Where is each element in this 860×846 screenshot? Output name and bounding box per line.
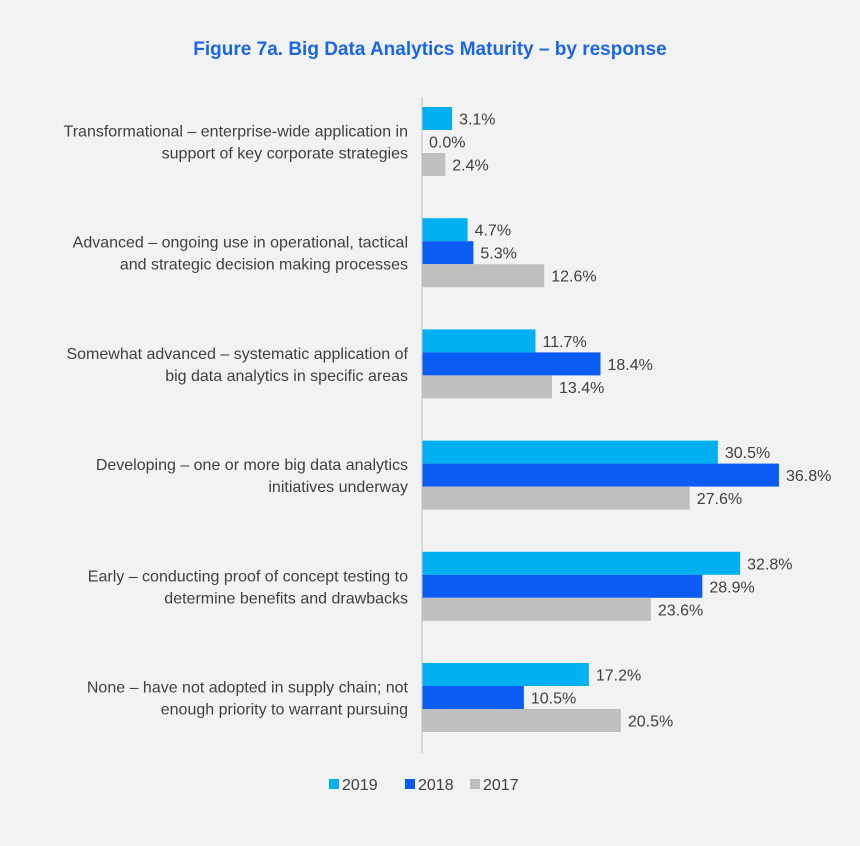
- bar-2017: [422, 153, 446, 176]
- bar-2017: [422, 264, 545, 288]
- bar-2018: [422, 463, 779, 487]
- data-label: 12.6%: [551, 269, 596, 286]
- legend-label-2017: 2017: [483, 777, 519, 794]
- data-label: 17.2%: [596, 668, 641, 685]
- category-label: determine benefits and drawbacks: [164, 590, 408, 607]
- bar-2018: [422, 352, 601, 376]
- category-label: Somewhat advanced – systematic applicati…: [66, 346, 408, 363]
- data-label: 32.8%: [747, 556, 792, 573]
- data-label: 28.9%: [709, 579, 754, 596]
- category-label: and strategic decision making processes: [120, 257, 408, 274]
- data-label: 36.8%: [786, 468, 831, 485]
- bar-2018: [422, 574, 703, 598]
- bar-2019: [422, 107, 453, 130]
- data-label: 23.6%: [658, 602, 703, 619]
- category-label: big data analytics in specific areas: [165, 368, 408, 385]
- bar-2019: [422, 218, 468, 242]
- bar-2017: [422, 709, 621, 732]
- bar-2019: [422, 663, 589, 686]
- category-label: support of key corporate strategies: [162, 146, 408, 163]
- category-label: None – have not adopted in supply chain;…: [87, 680, 409, 697]
- bar-2019: [422, 440, 718, 464]
- legend-label-2018: 2018: [418, 777, 454, 794]
- data-label: 30.5%: [725, 445, 770, 462]
- data-label: 5.3%: [480, 246, 516, 263]
- bar-2019: [422, 329, 536, 353]
- category-label: enough priority to warrant pursuing: [161, 702, 408, 719]
- data-label: 10.5%: [531, 691, 576, 708]
- category-label: Transformational – enterprise-wide appli…: [64, 124, 408, 141]
- bar-2019: [422, 551, 741, 575]
- legend-swatch-2017: [470, 779, 480, 789]
- bar-2018: [422, 241, 474, 265]
- category-label: Early – conducting proof of concept test…: [88, 568, 408, 585]
- data-label: 13.4%: [559, 380, 604, 397]
- chart-title: Figure 7a. Big Data Analytics Maturity –…: [193, 39, 666, 60]
- legend-label-2019: 2019: [342, 777, 378, 794]
- bar-2017: [422, 597, 651, 621]
- bar-2018: [422, 686, 524, 709]
- data-label: 2.4%: [452, 158, 488, 175]
- data-label: 20.5%: [628, 714, 673, 731]
- category-label: Developing – one or more big data analyt…: [96, 457, 408, 474]
- data-label: 0.0%: [429, 135, 465, 152]
- data-label: 3.1%: [459, 112, 495, 129]
- data-label: 18.4%: [607, 357, 652, 374]
- legend-swatch-2019: [329, 779, 339, 789]
- legend-swatch-2018: [405, 779, 415, 789]
- data-label: 27.6%: [697, 491, 742, 508]
- data-label: 4.7%: [475, 223, 511, 240]
- data-label: 11.7%: [542, 334, 586, 351]
- bar-2017: [422, 375, 552, 399]
- bar-2017: [422, 486, 690, 510]
- category-label: Advanced – ongoing use in operational, t…: [73, 235, 408, 252]
- category-label: initiatives underway: [268, 479, 408, 496]
